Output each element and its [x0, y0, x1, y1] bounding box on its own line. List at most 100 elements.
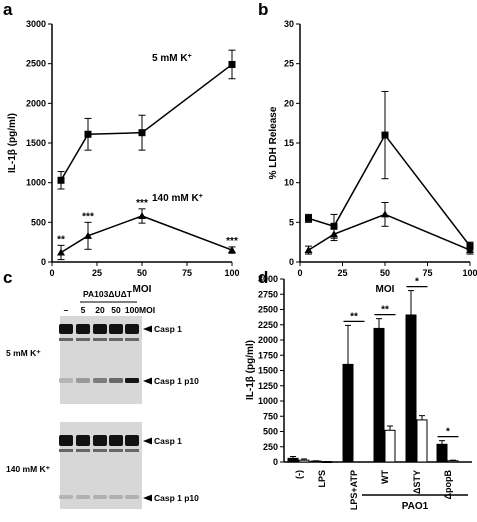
band-casp1-bottom	[93, 435, 107, 446]
blot-lane-labels: – 5 20 50 100	[64, 305, 140, 315]
blot-bands	[59, 324, 139, 499]
panel-d-y-tick-label: 250	[263, 442, 278, 452]
panel-a-y-tick-label: 500	[31, 217, 46, 227]
panel-d-x-tick-label: LPS	[317, 470, 327, 488]
panel-d-bar	[298, 459, 310, 463]
panel-a-y-tick-label: 0	[41, 257, 46, 267]
panel-d-y-label: IL-1β (pg/ml)	[245, 340, 256, 400]
blot-lane-label: 20	[95, 305, 105, 315]
panel-d-bar	[287, 457, 299, 463]
blot-lane-unit: MOI	[139, 305, 155, 315]
panel-a-y-label: IL-1β (pg/ml)	[7, 113, 18, 173]
blot-header: PA103ΔUΔT	[83, 289, 133, 299]
panel-d-bar	[384, 429, 396, 463]
band-casp1-top	[93, 324, 107, 334]
panel-b-point-triangle	[330, 230, 338, 238]
band-faint-bottom	[109, 449, 123, 452]
panel-a-x-tick-label: 75	[182, 268, 192, 278]
panel-d-significance: *	[446, 427, 450, 438]
blot-lane-label: 100	[125, 305, 139, 315]
blot-lane-label: –	[64, 305, 69, 315]
panel-b-x-tick-label: 25	[337, 268, 347, 278]
panel-a-significance: ***	[226, 236, 238, 247]
band-faint-bottom	[59, 449, 73, 452]
panel-d-bar	[436, 443, 448, 463]
panel-b-x-tick-label: 0	[297, 268, 302, 278]
panel-d-y-tick-label: 1750	[258, 350, 278, 360]
band-label-casp1-top: Casp 1	[154, 324, 182, 334]
panel-a-point-triangle	[138, 211, 146, 219]
band-p10-top	[109, 378, 123, 383]
panel-d-bar	[342, 363, 354, 463]
blot-condition-bottom: 140 mM K⁺	[6, 464, 51, 474]
panel-b-point-triangle	[381, 210, 389, 218]
panel-a-x-tick-label: 25	[92, 268, 102, 278]
band-p10-top	[93, 378, 107, 383]
band-p10-top	[59, 378, 73, 383]
band-casp1-bottom	[59, 435, 73, 446]
panel-b-point-triangle	[466, 246, 474, 254]
panel-b-point-square	[381, 131, 389, 139]
panel-a-y-tick-label: 1000	[26, 178, 46, 188]
panel-a-y-tick-label: 2000	[26, 98, 46, 108]
panel-b-x-label: MOI	[376, 284, 395, 295]
panel-d-y-tick-label: 2750	[258, 289, 278, 299]
panel-a-series-0-line	[60, 63, 233, 181]
panel-b-series-1-line	[308, 213, 471, 251]
panel-d-y-tick-label: 2000	[258, 335, 278, 345]
panel-d-bar	[373, 327, 385, 463]
panel-a-point-triangle	[84, 231, 92, 239]
panel-d-x-tick-label: LPS+ATP	[349, 470, 359, 510]
panel-a-significance: **	[57, 234, 65, 245]
panel-d-x-tick-label: ΔSTY	[412, 470, 422, 494]
panel-a-y-tick-label: 2500	[26, 59, 46, 69]
panel-a-point-square	[57, 176, 65, 184]
pao1-group-label: PAO1	[402, 501, 429, 512]
panel-letter-d: d	[258, 268, 268, 287]
panel-d-x-tick-label: WT	[380, 470, 390, 484]
panel-b-y-tick-label: 5	[289, 217, 294, 227]
band-p10-bottom	[76, 495, 90, 499]
band-faint-top	[125, 338, 139, 341]
panel-a-x-tick-label: 100	[224, 268, 239, 278]
panel-c-blot: PA103ΔUΔT MOI – 5 20 50 100 5 mM K⁺ 140 mM K…	[6, 289, 199, 509]
band-faint-bottom	[76, 449, 90, 452]
band-p10-bottom	[93, 495, 107, 499]
panel-letter-c: c	[3, 268, 12, 287]
panel-d-y-tick-label: 2500	[258, 305, 278, 315]
panel-b-y-tick-label: 25	[284, 59, 294, 69]
panel-d-chart: IL-1β (pg/ml) 0 250 500 750 1000 1250 1500 1750…	[245, 274, 472, 512]
band-p10-top	[76, 378, 90, 383]
panel-a-point-triangle	[57, 248, 65, 256]
band-faint-top	[109, 338, 123, 341]
band-label-casp1-bottom: Casp 1	[154, 436, 182, 446]
band-casp1-top	[59, 324, 73, 334]
panel-b-x-tick-label: 100	[462, 268, 477, 278]
blot-condition-top: 5 mM K⁺	[6, 348, 41, 358]
band-faint-bottom	[125, 449, 139, 452]
blot-lane-label: 5	[81, 305, 86, 315]
band-casp1-top	[109, 324, 123, 334]
band-faint-top	[76, 338, 90, 341]
band-faint-top	[59, 338, 73, 341]
panel-b-x-tick-label: 50	[380, 268, 390, 278]
panel-b-y-tick-label: 30	[284, 19, 294, 29]
panel-d-y-tick-label: 0	[273, 457, 278, 467]
arrowhead-casp1-top	[143, 325, 152, 333]
panel-b-point-square	[305, 214, 312, 222]
panel-b-series-0-line	[308, 133, 471, 247]
panel-b-y-tick-label: 10	[284, 178, 294, 188]
band-casp1-bottom	[125, 435, 139, 446]
panel-d-y-tick-label: 750	[263, 411, 278, 421]
panel-a-x-tick-label: 50	[137, 268, 147, 278]
panel-d-significance: **	[350, 311, 358, 322]
panel-d-y-tick-label: 1000	[258, 396, 278, 406]
band-faint-top	[93, 338, 107, 341]
band-faint-bottom	[93, 449, 107, 452]
arrowhead-p10-bottom	[143, 494, 152, 502]
panel-a-point-square	[84, 130, 92, 138]
band-p10-bottom	[125, 495, 139, 499]
panel-a-point-triangle	[228, 246, 236, 254]
panel-d-bar	[405, 314, 417, 463]
panel-d-significance: **	[381, 305, 389, 316]
